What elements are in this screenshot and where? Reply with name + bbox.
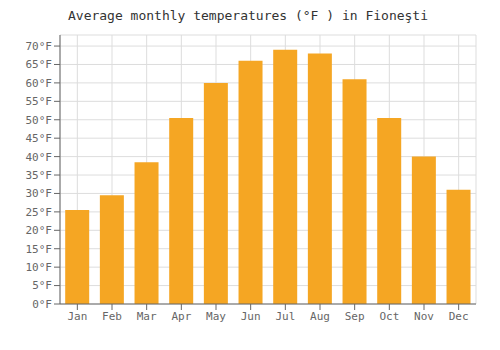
svg-text:50°F: 50°F <box>26 114 53 127</box>
svg-text:55°F: 55°F <box>26 95 53 108</box>
svg-text:Sep: Sep <box>345 310 365 323</box>
svg-text:Mar: Mar <box>137 310 157 323</box>
svg-text:10°F: 10°F <box>26 261 53 274</box>
svg-text:35°F: 35°F <box>26 169 53 182</box>
svg-text:30°F: 30°F <box>26 187 53 200</box>
svg-text:Feb: Feb <box>102 310 122 323</box>
svg-text:60°F: 60°F <box>26 77 53 90</box>
svg-text:Apr: Apr <box>171 310 191 323</box>
svg-text:40°F: 40°F <box>26 151 53 164</box>
svg-text:65°F: 65°F <box>26 58 53 71</box>
svg-text:Dec: Dec <box>449 310 469 323</box>
svg-text:15°F: 15°F <box>26 243 53 256</box>
svg-text:Aug: Aug <box>310 310 330 323</box>
svg-text:70°F: 70°F <box>26 40 53 53</box>
svg-text:May: May <box>206 310 226 323</box>
svg-text:Nov: Nov <box>414 310 434 323</box>
svg-text:20°F: 20°F <box>26 224 53 237</box>
svg-text:5°F: 5°F <box>32 279 52 292</box>
svg-text:45°F: 45°F <box>26 132 53 145</box>
svg-text:0°F: 0°F <box>32 298 52 311</box>
svg-text:Jul: Jul <box>275 310 295 323</box>
svg-text:25°F: 25°F <box>26 206 53 219</box>
svg-text:Oct: Oct <box>379 310 399 323</box>
svg-text:Jun: Jun <box>241 310 261 323</box>
html-text:Average monthly temperatures (: Average monthly temperatures (°F ) in Fi… <box>68 8 428 23</box>
svg-text:Jan: Jan <box>67 310 87 323</box>
